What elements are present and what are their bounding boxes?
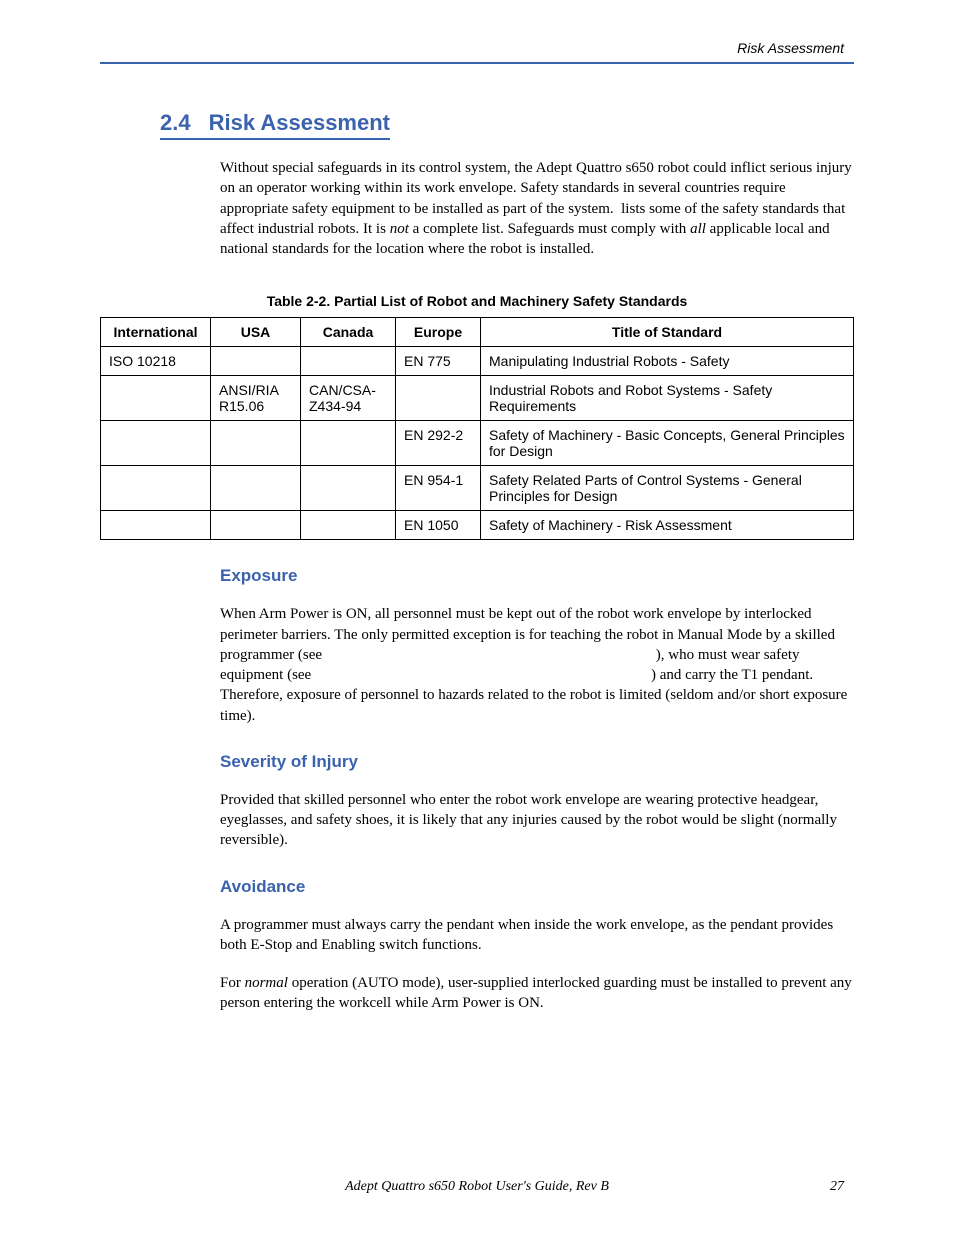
subheading-avoidance: Avoidance [220, 877, 854, 897]
cell: EN 1050 [396, 511, 481, 540]
cell: EN 292-2 [396, 421, 481, 466]
severity-paragraph: Provided that skilled personnel who ente… [220, 790, 854, 851]
page-footer: Adept Quattro s650 Robot User's Guide, R… [100, 1179, 854, 1195]
cell: Industrial Robots and Robot Systems - Sa… [481, 376, 854, 421]
cell: ANSI/RIA R15.06 [211, 376, 301, 421]
footer-doc-title: Adept Quattro s650 Robot User's Guide, R… [345, 1179, 609, 1194]
table-caption: Table 2-2. Partial List of Robot and Mac… [100, 293, 854, 309]
avoidance-emph-normal: normal [245, 975, 288, 991]
section-heading: 2.4 Risk Assessment [160, 110, 854, 140]
intro-paragraph: Without special safeguards in its contro… [220, 158, 854, 259]
section-number: 2.4 [160, 110, 191, 135]
subheading-severity: Severity of Injury [220, 752, 854, 772]
col-europe: Europe [396, 318, 481, 347]
cell: ISO 10218 [101, 347, 211, 376]
intro-text-c: a complete list. Safeguards must comply … [409, 221, 690, 237]
running-header: Risk Assessment [737, 40, 844, 56]
cell: Safety of Machinery - Risk Assessment [481, 511, 854, 540]
cell: CAN/CSA-Z434-94 [301, 376, 396, 421]
cell: Safety Related Parts of Control Systems … [481, 466, 854, 511]
page-number: 27 [830, 1179, 844, 1195]
table-row: EN 954-1 Safety Related Parts of Control… [101, 466, 854, 511]
page: Risk Assessment 2.4 Risk Assessment Witho… [0, 0, 954, 1235]
cell [396, 376, 481, 421]
cell [211, 347, 301, 376]
cell: EN 775 [396, 347, 481, 376]
intro-emph-all: all [690, 221, 706, 237]
cell: EN 954-1 [396, 466, 481, 511]
avoidance-paragraph-2: For normal operation (AUTO mode), user-s… [220, 973, 854, 1014]
col-title: Title of Standard [481, 318, 854, 347]
avoidance-text-a: For [220, 975, 245, 991]
avoidance-text-b: operation (AUTO mode), user-supplied int… [220, 975, 852, 1011]
table-body: ISO 10218 EN 775 Manipulating Industrial… [101, 347, 854, 540]
cell [211, 511, 301, 540]
header-rule [100, 62, 854, 64]
subheading-exposure: Exposure [220, 566, 854, 586]
exposure-paragraph: When Arm Power is ON, all personnel must… [220, 604, 854, 726]
cell [301, 466, 396, 511]
col-international: International [101, 318, 211, 347]
table-row: EN 1050 Safety of Machinery - Risk Asses… [101, 511, 854, 540]
avoidance-paragraph-1: A programmer must always carry the penda… [220, 915, 854, 956]
cell [211, 466, 301, 511]
cell: Manipulating Industrial Robots - Safety [481, 347, 854, 376]
table-row: ANSI/RIA R15.06 CAN/CSA-Z434-94 Industri… [101, 376, 854, 421]
col-usa: USA [211, 318, 301, 347]
intro-emph-not: not [390, 221, 409, 237]
cell [301, 421, 396, 466]
table-row: EN 292-2 Safety of Machinery - Basic Con… [101, 421, 854, 466]
cell [211, 421, 301, 466]
col-canada: Canada [301, 318, 396, 347]
cell: Safety of Machinery - Basic Concepts, Ge… [481, 421, 854, 466]
section-title: Risk Assessment [209, 110, 390, 135]
cell [301, 511, 396, 540]
cell [101, 511, 211, 540]
cell [301, 347, 396, 376]
table-row: ISO 10218 EN 775 Manipulating Industrial… [101, 347, 854, 376]
table-header-row: International USA Canada Europe Title of… [101, 318, 854, 347]
cell [101, 466, 211, 511]
standards-table: International USA Canada Europe Title of… [100, 317, 854, 540]
cell [101, 376, 211, 421]
cell [101, 421, 211, 466]
